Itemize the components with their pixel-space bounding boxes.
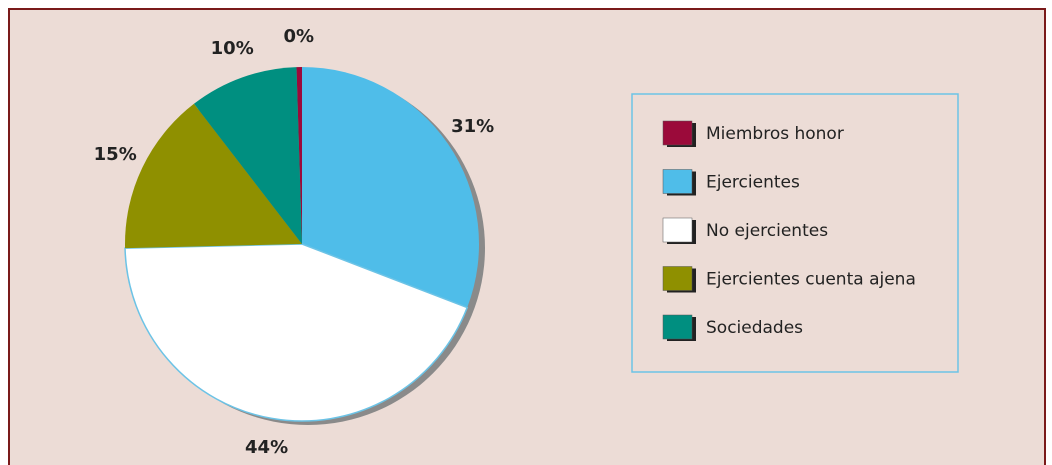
legend-label: Sociedades bbox=[706, 318, 803, 338]
legend-swatch bbox=[662, 314, 693, 340]
data-label: 0% bbox=[283, 26, 314, 47]
pie-slice bbox=[124, 243, 469, 422]
data-label: 31% bbox=[451, 116, 494, 137]
pie-slice bbox=[302, 67, 480, 308]
legend-label: Miembros honor bbox=[706, 124, 844, 144]
legend-label: No ejercientes bbox=[706, 221, 828, 241]
data-label: 15% bbox=[94, 144, 137, 165]
legend-box bbox=[631, 93, 959, 373]
pie-slice bbox=[193, 67, 302, 244]
pie-slice bbox=[296, 67, 302, 244]
legend-swatch bbox=[662, 266, 693, 291]
pie-slice bbox=[125, 103, 302, 249]
legend-swatch bbox=[662, 217, 693, 243]
legend-swatch bbox=[662, 120, 693, 146]
legend-label: Ejercientes bbox=[706, 173, 800, 193]
data-label: 44% bbox=[245, 437, 288, 458]
data-label: 10% bbox=[211, 38, 254, 59]
legend-label: Ejercientes cuenta ajena bbox=[706, 270, 916, 290]
legend-swatch bbox=[662, 169, 693, 194]
